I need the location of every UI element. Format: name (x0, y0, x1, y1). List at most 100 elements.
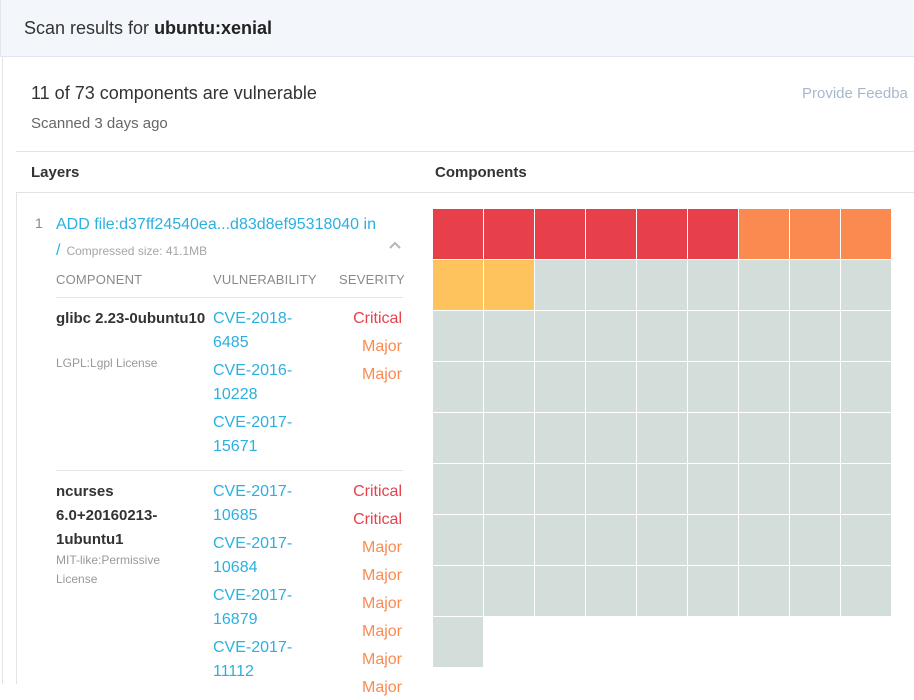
severity-header: SEVERITY (339, 272, 405, 287)
component-cell-clean[interactable] (586, 515, 636, 565)
severity-label: Major (361, 595, 402, 612)
component-cell-clean[interactable] (739, 464, 789, 514)
component-cell-clean[interactable] (535, 311, 585, 361)
cve-link[interactable]: CVE-2017-10685 (213, 483, 293, 524)
component-cell-clean[interactable] (841, 260, 891, 310)
component-cell-clean[interactable] (637, 413, 687, 463)
component-cell-clean[interactable] (535, 260, 585, 310)
component-cell-clean[interactable] (535, 515, 585, 565)
component-cell-clean[interactable] (790, 260, 840, 310)
component-cell-clean[interactable] (433, 464, 483, 514)
scan-results-panel (2, 57, 914, 684)
component-cell-critical[interactable] (637, 209, 687, 259)
component-cell-clean[interactable] (586, 362, 636, 412)
cve-link[interactable]: CVE-2018-6485 (213, 310, 293, 351)
severity-label: Critical (353, 483, 402, 500)
component-cell-critical[interactable] (586, 209, 636, 259)
component-cell-clean[interactable] (484, 413, 534, 463)
component-cell-clean[interactable] (688, 566, 738, 616)
component-cell-clean[interactable] (586, 566, 636, 616)
component-license: LGPL:Lgpl License (56, 356, 158, 370)
component-cell-clean[interactable] (739, 413, 789, 463)
component-cell-clean[interactable] (841, 362, 891, 412)
cve-link[interactable]: CVE-2017-16879 (213, 587, 293, 628)
severity-label: Critical (353, 511, 402, 528)
component-cell-clean[interactable] (688, 515, 738, 565)
severity-label: Major (361, 567, 402, 584)
component-cell-critical[interactable] (688, 209, 738, 259)
vulnerability-summary: 11 of 73 components are vulnerable (31, 83, 317, 103)
component-cell-clean[interactable] (739, 566, 789, 616)
component-cell-clean[interactable] (739, 515, 789, 565)
severity-label: Major (361, 539, 402, 556)
component-cell-clean[interactable] (484, 566, 534, 616)
component-cell-clean[interactable] (637, 566, 687, 616)
component-cell-clean[interactable] (484, 464, 534, 514)
cve-link[interactable]: CVE-2016-10228 (213, 362, 293, 403)
cve-link[interactable]: CVE-2017-11112 (213, 639, 293, 680)
cve-link[interactable]: CVE-2017-10684 (213, 535, 293, 576)
component-cell-clean[interactable] (688, 260, 738, 310)
component-cell-major[interactable] (739, 209, 789, 259)
provide-feedback-link[interactable]: Provide Feedba (802, 85, 908, 102)
component-cell-clean[interactable] (433, 362, 483, 412)
component-cell-clean[interactable] (790, 362, 840, 412)
chevron-up-icon[interactable] (388, 238, 402, 252)
layers-list (16, 192, 418, 684)
component-cell-critical[interactable] (433, 209, 483, 259)
component-cell-clean[interactable] (586, 311, 636, 361)
severity-label: Critical (353, 310, 402, 327)
severity-label: Major (361, 679, 402, 696)
component-cell-clean[interactable] (484, 515, 534, 565)
component-cell-clean[interactable] (637, 464, 687, 514)
component-cell-clean[interactable] (790, 566, 840, 616)
component-cell-clean[interactable] (637, 362, 687, 412)
component-header: COMPONENT (56, 272, 143, 287)
component-cell-clean[interactable] (637, 260, 687, 310)
component-cell-clean[interactable] (790, 413, 840, 463)
component-cell-minor[interactable] (484, 260, 534, 310)
component-cell-clean[interactable] (841, 311, 891, 361)
component-cell-clean[interactable] (433, 515, 483, 565)
component-cell-clean[interactable] (739, 362, 789, 412)
layer-number: 1 (35, 215, 43, 231)
component-cell-clean[interactable] (739, 260, 789, 310)
component-cell-clean[interactable] (484, 362, 534, 412)
component-cell-clean[interactable] (586, 260, 636, 310)
component-cell-clean[interactable] (433, 311, 483, 361)
component-cell-clean[interactable] (535, 362, 585, 412)
component-cell-major[interactable] (841, 209, 891, 259)
component-cell-clean[interactable] (739, 311, 789, 361)
component-cell-clean[interactable] (637, 311, 687, 361)
component-cell-clean[interactable] (841, 515, 891, 565)
component-cell-clean[interactable] (637, 515, 687, 565)
component-cell-clean[interactable] (688, 311, 738, 361)
component-cell-clean[interactable] (688, 362, 738, 412)
component-cell-clean[interactable] (433, 413, 483, 463)
layers-column-title: Layers (31, 164, 80, 181)
component-cell-clean[interactable] (790, 464, 840, 514)
cve-link[interactable]: CVE-2017-15671 (213, 414, 293, 455)
component-cell-clean[interactable] (586, 413, 636, 463)
component-cell-clean[interactable] (790, 311, 840, 361)
component-cell-clean[interactable] (484, 311, 534, 361)
component-cell-minor[interactable] (433, 260, 483, 310)
component-cell-clean[interactable] (841, 566, 891, 616)
component-cell-clean[interactable] (433, 617, 483, 667)
component-cell-clean[interactable] (688, 464, 738, 514)
component-cell-clean[interactable] (841, 413, 891, 463)
component-cell-clean[interactable] (535, 566, 585, 616)
component-cell-critical[interactable] (484, 209, 534, 259)
component-cell-clean[interactable] (841, 464, 891, 514)
component-cell-clean[interactable] (790, 515, 840, 565)
component-cell-clean[interactable] (535, 413, 585, 463)
severity-label: Major (361, 338, 402, 355)
component-cell-clean[interactable] (688, 413, 738, 463)
component-cell-critical[interactable] (535, 209, 585, 259)
component-cell-clean[interactable] (433, 566, 483, 616)
component-cell-clean[interactable] (586, 464, 636, 514)
vulnerability-header: VULNERABILITY (213, 272, 317, 287)
component-cell-major[interactable] (790, 209, 840, 259)
component-cell-clean[interactable] (535, 464, 585, 514)
layer-command-link[interactable]: ADD file:d37ff24540ea...d83d8ef95318040 … (56, 216, 376, 259)
